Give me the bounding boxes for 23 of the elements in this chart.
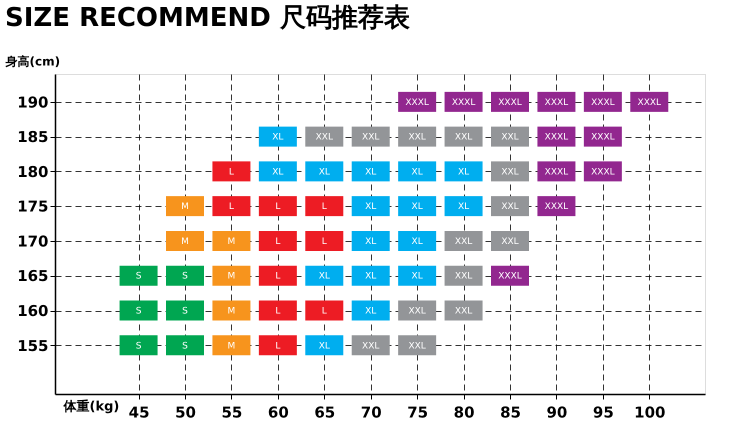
- x-tick-label: 95: [592, 404, 614, 422]
- y-tick-label: 155: [17, 336, 48, 355]
- y-tick-label: 165: [17, 267, 48, 286]
- x-tick-label: 100: [634, 404, 666, 422]
- x-tick-label: 85: [500, 404, 521, 422]
- x-tick-label: 60: [268, 404, 289, 422]
- x-tick-label: 90: [546, 404, 568, 422]
- y-tick-label: 185: [17, 128, 48, 146]
- y-tick-label: 175: [17, 198, 48, 216]
- x-tick-label: 55: [221, 404, 242, 422]
- x-tick-label: 50: [175, 404, 196, 422]
- chart-title: SIZE RECOMMEND 尺码推荐表: [5, 3, 410, 33]
- x-tick-label: 45: [128, 404, 150, 422]
- y-tick-label: 190: [17, 93, 48, 112]
- x-tick-label: 70: [360, 404, 382, 422]
- x-tick-label: 65: [314, 404, 336, 422]
- x-tick-label: 75: [407, 404, 428, 422]
- y-tick-label: 160: [17, 302, 48, 320]
- x-axis-title: 体重(kg): [62, 398, 120, 414]
- y-axis-title: 身高(cm): [4, 54, 60, 68]
- x-tick-label: 80: [454, 404, 475, 422]
- y-tick-label: 170: [17, 232, 48, 250]
- y-tick-label: 180: [17, 162, 48, 181]
